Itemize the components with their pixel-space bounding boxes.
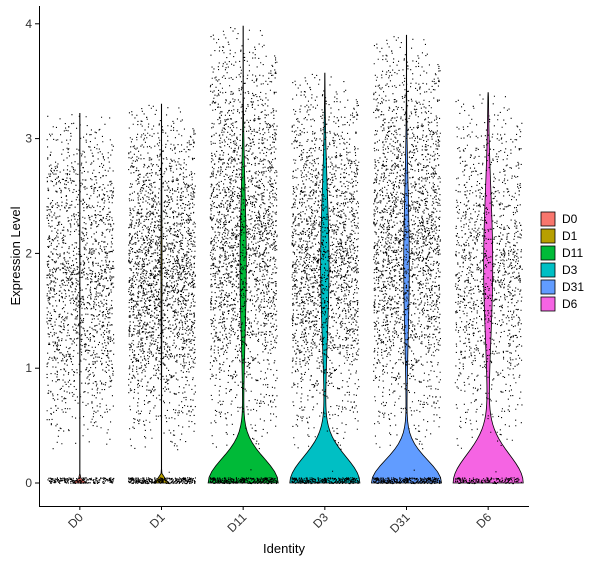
points-D1 (128, 104, 196, 485)
x-tick-label-D31: D31 (387, 510, 413, 536)
violin-D0 (71, 112, 88, 484)
y-tick-label-3: 3 (25, 132, 32, 146)
x-tick-label-D6: D6 (474, 510, 495, 531)
x-tick-label-D1: D1 (147, 510, 168, 531)
y-tick-label-2: 2 (25, 246, 32, 260)
legend-label-D1: D1 (562, 229, 578, 243)
y-tick-label-1: 1 (25, 361, 32, 375)
points-D0 (46, 114, 115, 484)
violin-D11 (207, 25, 279, 484)
legend-key-D0 (540, 211, 556, 227)
violin-D6 (452, 92, 524, 484)
x-tick-label-D3: D3 (310, 510, 331, 531)
y-tick-label-0: 0 (25, 476, 32, 490)
legend-key-D3 (540, 262, 556, 278)
points-layer (46, 27, 523, 485)
y-tick-label-4: 4 (25, 17, 32, 31)
legend-label-D6: D6 (562, 297, 578, 311)
x-axis-title: Identity (263, 541, 305, 556)
violin-D1 (153, 103, 170, 484)
y-axis-title: Expression Level (8, 206, 23, 305)
legend: D0 D1 D11 D3 D31 D6 (540, 211, 584, 312)
points-D3 (291, 73, 360, 485)
x-tick-label-D0: D0 (65, 510, 86, 531)
y-ticks: 0 1 2 3 4 (25, 17, 39, 490)
legend-key-D6 (540, 296, 556, 312)
x-tick-label-D11: D11 (224, 510, 249, 535)
violin-D31 (370, 34, 443, 484)
legend-key-D1 (540, 228, 556, 244)
legend-key-D11 (540, 245, 556, 261)
legend-label-D11: D11 (562, 246, 583, 260)
legend-label-D3: D3 (562, 263, 578, 277)
legend-label-D0: D0 (562, 212, 578, 226)
x-ticks: D0 D1 D11 D3 D31 D6 (65, 506, 495, 536)
axes-layer (39, 6, 529, 507)
legend-label-D31: D31 (562, 280, 584, 294)
legend-key-D31 (540, 279, 556, 295)
